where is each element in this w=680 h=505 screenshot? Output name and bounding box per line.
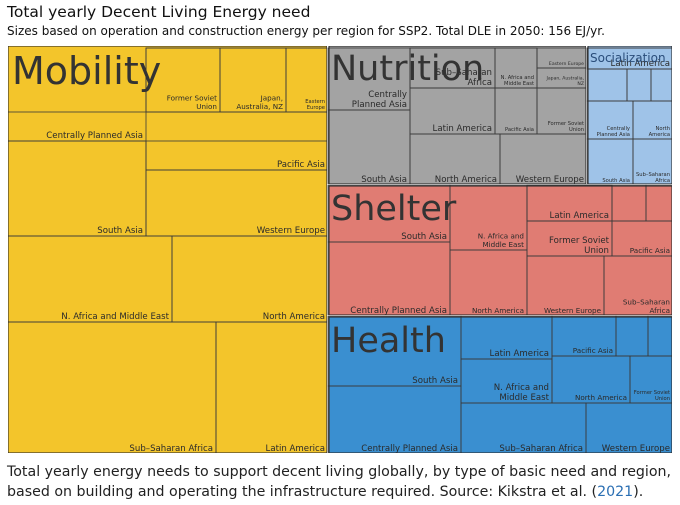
cell-label: Sub–Saharan Africa [623, 298, 670, 315]
treemap-cell: Latin America [586, 47, 673, 70]
cell-label: Western Europe [544, 306, 602, 315]
cell-label: Latin America [490, 349, 549, 359]
cell-label: Western Europe [516, 175, 584, 185]
cell-label: Centrally Planned Asia [350, 306, 447, 316]
cell-label: Sub–Saharan Africa [436, 68, 492, 88]
treemap-group-health: Latin America Pacific Asia South Asia N. Af… [327, 315, 673, 454]
cell-label: South Asia [412, 376, 458, 386]
cell-label: South Asia [97, 226, 143, 236]
cell-label: Sub–Saharan Africa [499, 444, 583, 454]
cell-label: N. Africa and Middle East [478, 232, 524, 249]
group-background [327, 184, 673, 317]
cell-label: Eastern Europe [305, 99, 325, 111]
cell-label: Japan, Australia, NZ [545, 76, 584, 87]
figure-caption: Total yearly energy needs to support dec… [7, 462, 673, 502]
cell-label: Latin America [266, 444, 325, 454]
cell-label: Former Soviet Union [167, 94, 217, 111]
cell-border [585, 402, 673, 454]
cell-label: Pacific Asia [630, 246, 670, 255]
cell-label: N. Africa and Middle East [61, 312, 169, 322]
treemap-chart: Former Soviet Union Japan, Australia, NZ Eas… [7, 45, 673, 454]
cell-label: Centrally Planned Asia [361, 444, 458, 454]
cell-label: South Asia [361, 175, 407, 185]
cell-label: North America [263, 312, 325, 322]
cell-label: Latin America [611, 59, 670, 69]
treemap-cell: Western Europe [585, 402, 673, 454]
cell-label: Sub–Saharan Africa [636, 172, 670, 184]
cell-label: Former Soviet Union [634, 390, 670, 402]
group-label: Health [331, 321, 446, 361]
treemap-group-nutrition: Centrally Planned Asia Sub–Saharan Africa N.… [327, 45, 588, 186]
cell-label: Western Europe [257, 226, 325, 236]
caption-text: Total yearly energy needs to support dec… [7, 464, 672, 500]
cell-label: Eastern Europe [549, 61, 584, 67]
cell-label: North America [435, 175, 497, 185]
group-label: Socialization [590, 51, 666, 65]
cell-label: Centrally Planned Asia [352, 90, 407, 110]
cell-label: Pacific Asia [277, 160, 325, 170]
cell-label: Former Soviet Union [548, 121, 584, 133]
cell-label: North America [575, 393, 627, 402]
cell-label: Western Europe [602, 444, 670, 454]
cell-label: Centrally Planned Asia [46, 131, 143, 141]
treemap-group-shelter: South Asia N. Africa and Middle East Latin … [327, 184, 673, 317]
chart-subtitle: Sizes based on operation and constructio… [7, 24, 605, 38]
treemap-group-mobility: Former Soviet Union Japan, Australia, NZ Eas… [7, 45, 329, 454]
caption-end: ). [633, 484, 644, 500]
cell-label: N. Africa and Middle East [501, 75, 534, 87]
group-label: Mobility [12, 49, 161, 93]
cell-label: Latin America [433, 124, 492, 134]
cell-label: Latin America [550, 211, 609, 221]
cell-label: North America [472, 306, 524, 315]
cell-border [586, 47, 673, 70]
cell-label: North America [649, 126, 670, 138]
cell-label: Centrally Planned Asia [597, 126, 630, 138]
cell-label: Pacific Asia [573, 346, 613, 355]
group-background [7, 45, 329, 454]
cell-label: South Asia [401, 232, 447, 242]
cell-label: Former Soviet Union [549, 236, 610, 256]
cell-label: Sub–Saharan Africa [129, 444, 213, 454]
group-label: Nutrition [331, 49, 484, 89]
cell-label: South Asia [602, 178, 630, 184]
cell-label: Japan, Australia, NZ [236, 94, 283, 111]
treemap-group-socialization: Latin America Centrally Planned Asia North A… [586, 45, 673, 186]
cell-label: N. Africa and Middle East [494, 383, 550, 403]
group-label: Shelter [331, 189, 457, 229]
chart-title: Total yearly Decent Living Energy need [7, 3, 311, 21]
source-link[interactable]: 2021 [597, 484, 634, 500]
treemap-outline [7, 45, 673, 454]
cell-label: Pacific Asia [505, 127, 534, 133]
